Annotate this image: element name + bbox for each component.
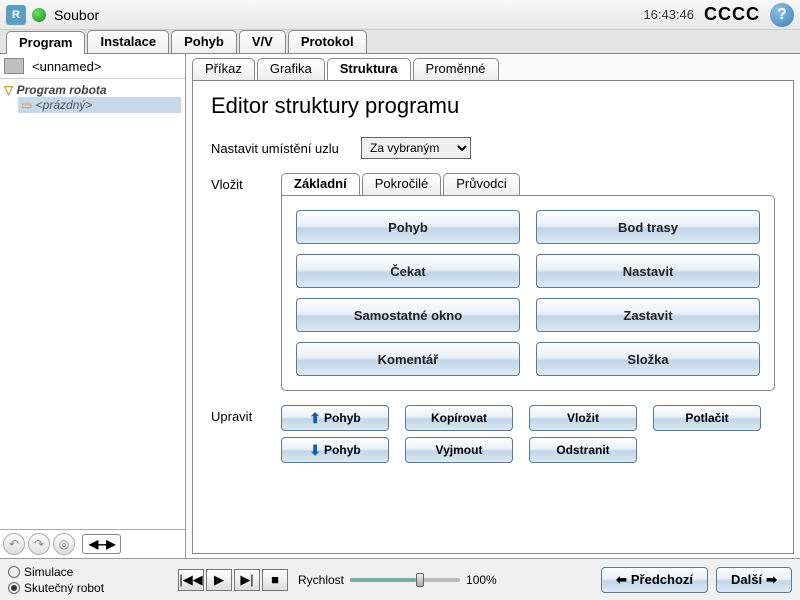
speed-control: Rychlost 100% xyxy=(298,573,497,587)
help-icon[interactable]: ? xyxy=(770,3,794,27)
btn-komentar[interactable]: Komentář xyxy=(296,342,520,376)
btn-copy[interactable]: Kopírovat xyxy=(405,405,513,431)
btn-skip-fwd[interactable]: ▶| xyxy=(234,569,260,591)
speed-value: 100% xyxy=(466,573,497,587)
file-name: <unnamed> xyxy=(32,59,101,74)
btn-next[interactable]: Další➡ xyxy=(716,567,792,593)
edit-label: Upravit xyxy=(211,405,281,424)
placement-label: Nastavit umístění uzlu xyxy=(211,137,361,156)
tree-empty[interactable]: <prázdný> xyxy=(18,97,181,113)
btn-prev[interactable]: ⬅Předchozí xyxy=(601,567,708,593)
program-tree[interactable]: Program robota <prázdný> xyxy=(0,79,185,529)
btn-stop[interactable]: ■ xyxy=(262,569,288,591)
right-pane: Příkaz Grafika Struktura Proměnné Editor… xyxy=(186,54,800,558)
mode-radios: Simulace Skutečný robot xyxy=(8,564,178,596)
arrow-down-icon: ⬇ xyxy=(309,442,321,459)
cccc-label: CCCC xyxy=(704,4,760,25)
btn-paste[interactable]: Vložit xyxy=(529,405,637,431)
status-dot-icon xyxy=(32,8,46,22)
btn-play[interactable]: ▶ xyxy=(206,569,232,591)
tab-program[interactable]: Program xyxy=(6,31,85,54)
file-bar: <unnamed> xyxy=(0,54,185,79)
placement-select[interactable]: Za vybraným xyxy=(361,137,471,159)
bottom-bar: Simulace Skutečný robot |◀◀ ▶ ▶| ■ Rychl… xyxy=(0,558,800,600)
main-tabs: Program Instalace Pohyb V/V Protokol xyxy=(0,30,800,54)
tab-pohyb[interactable]: Pohyb xyxy=(171,30,237,53)
btn-moveup[interactable]: ⬆Pohyb xyxy=(281,405,389,431)
btn-cut[interactable]: Vyjmout xyxy=(405,437,513,463)
btn-delete[interactable]: Odstranit xyxy=(529,437,637,463)
menu-file[interactable]: Soubor xyxy=(54,7,643,23)
subtab-struktura[interactable]: Struktura xyxy=(327,58,411,80)
target-icon[interactable]: ◎ xyxy=(53,533,75,555)
subtab-prikaz[interactable]: Příkaz xyxy=(192,58,255,80)
speed-label: Rychlost xyxy=(298,573,344,587)
slider-thumb[interactable] xyxy=(416,573,424,587)
arrow-up-icon: ⬆ xyxy=(309,410,321,427)
radio-icon xyxy=(8,566,20,578)
btn-suppress[interactable]: Potlačit xyxy=(653,405,761,431)
subtab-promenne[interactable]: Proměnné xyxy=(413,58,499,80)
subtab-grafika[interactable]: Grafika xyxy=(257,58,325,80)
btn-samostatne[interactable]: Samostatné okno xyxy=(296,298,520,332)
tab-instalace[interactable]: Instalace xyxy=(87,30,169,53)
tab-protokol[interactable]: Protokol xyxy=(288,30,367,53)
page-title: Editor struktury programu xyxy=(211,93,775,119)
arrow-right-icon: ➡ xyxy=(766,572,777,588)
btn-pohyb[interactable]: Pohyb xyxy=(296,210,520,244)
btn-skip-back[interactable]: |◀◀ xyxy=(178,569,204,591)
radio-sim[interactable]: Simulace xyxy=(8,564,178,580)
arrows-box[interactable]: ◀---▶ xyxy=(82,534,121,554)
btn-bodtrasy[interactable]: Bod trasy xyxy=(536,210,760,244)
instab-zakladni[interactable]: Základní xyxy=(281,173,360,195)
clock: 16:43:46 xyxy=(643,7,694,22)
structure-panel: Editor struktury programu Nastavit umíst… xyxy=(192,80,794,554)
tab-vv[interactable]: V/V xyxy=(239,30,286,53)
sub-tabs: Příkaz Grafika Struktura Proměnné xyxy=(192,58,794,80)
speed-slider[interactable] xyxy=(350,578,460,582)
tree-root[interactable]: Program robota xyxy=(4,83,181,97)
radio-real[interactable]: Skutečný robot xyxy=(8,580,178,596)
instab-pokrocile[interactable]: Pokročilé xyxy=(362,173,441,195)
btn-zastavit[interactable]: Zastavit xyxy=(536,298,760,332)
arrow-left-icon: ⬅ xyxy=(616,572,627,588)
undo-icon[interactable]: ↶ xyxy=(3,533,25,555)
ur-logo: R xyxy=(6,5,26,25)
insert-label: Vložit xyxy=(211,173,281,192)
btn-nastavit[interactable]: Nastavit xyxy=(536,254,760,288)
tree-nav: ↶ ↷ ◎ ◀---▶ xyxy=(0,529,185,558)
redo-icon[interactable]: ↷ xyxy=(28,533,50,555)
disk-icon[interactable] xyxy=(4,58,24,74)
topbar: R Soubor 16:43:46 CCCC ? xyxy=(0,0,800,30)
instab-pruvodci[interactable]: Průvodci xyxy=(443,173,520,195)
radio-icon xyxy=(8,582,20,594)
btn-movedown[interactable]: ⬇Pohyb xyxy=(281,437,389,463)
left-pane: <unnamed> Program robota <prázdný> ↶ ↷ ◎… xyxy=(0,54,186,558)
btn-slozka[interactable]: Složka xyxy=(536,342,760,376)
transport: |◀◀ ▶ ▶| ■ xyxy=(178,569,288,591)
btn-cekat[interactable]: Čekat xyxy=(296,254,520,288)
insert-panel: Pohyb Bod trasy Čekat Nastavit Samostatn… xyxy=(281,195,775,391)
